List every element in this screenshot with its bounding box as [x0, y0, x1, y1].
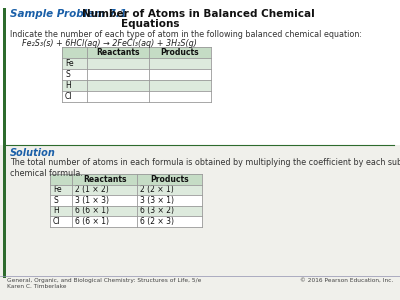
- Text: S: S: [65, 70, 70, 79]
- Text: 2 (2 × 1): 2 (2 × 1): [140, 185, 174, 194]
- Text: Solution: Solution: [10, 148, 56, 158]
- Text: Indicate the number of each type of atom in the following balanced chemical equa: Indicate the number of each type of atom…: [10, 30, 362, 39]
- Bar: [50, 216, 202, 226]
- Text: Fe: Fe: [65, 59, 74, 68]
- Text: H: H: [65, 81, 71, 90]
- Text: Number of Atoms in Balanced Chemical: Number of Atoms in Balanced Chemical: [82, 9, 315, 19]
- Text: 2 (1 × 2): 2 (1 × 2): [75, 185, 109, 194]
- Text: Cl: Cl: [65, 92, 72, 101]
- Bar: [0, 145, 400, 278]
- Text: Fe₂S₃(s) + 6HCl(aq) → 2FeCl₃(aq) + 3H₂S(g): Fe₂S₃(s) + 6HCl(aq) → 2FeCl₃(aq) + 3H₂S(…: [22, 39, 197, 48]
- Bar: [62, 58, 211, 69]
- Text: General, Organic, and Biological Chemistry: Structures of Life, 5/e
Karen C. Tim: General, Organic, and Biological Chemist…: [7, 278, 201, 289]
- Text: 3 (3 × 1): 3 (3 × 1): [140, 196, 174, 205]
- Text: Equations: Equations: [121, 19, 179, 29]
- Text: S: S: [53, 196, 58, 205]
- Text: 6 (6 × 1): 6 (6 × 1): [75, 206, 109, 215]
- Bar: [50, 184, 202, 195]
- Text: H: H: [53, 206, 59, 215]
- Text: Cl: Cl: [53, 217, 60, 226]
- Text: Reactants: Reactants: [96, 48, 140, 57]
- Text: © 2016 Pearson Education, Inc.: © 2016 Pearson Education, Inc.: [300, 278, 393, 283]
- Text: Products: Products: [161, 48, 199, 57]
- Bar: [62, 47, 211, 58]
- Bar: [3, 8, 6, 278]
- Text: Fe: Fe: [53, 185, 62, 194]
- Bar: [62, 80, 211, 91]
- Text: Products: Products: [150, 175, 189, 184]
- Text: The total number of atoms in each formula is obtained by multiplying the coeffic: The total number of atoms in each formul…: [10, 158, 400, 178]
- Text: Sample Problem 7.1: Sample Problem 7.1: [10, 9, 127, 19]
- Text: Reactants: Reactants: [83, 175, 126, 184]
- Text: 6 (3 × 2): 6 (3 × 2): [140, 206, 174, 215]
- Bar: [50, 206, 202, 216]
- Text: 6 (2 × 3): 6 (2 × 3): [140, 217, 174, 226]
- Bar: [62, 91, 211, 102]
- Bar: [50, 174, 202, 184]
- Bar: [0, 0, 400, 145]
- Text: 3 (1 × 3): 3 (1 × 3): [75, 196, 109, 205]
- Bar: [62, 69, 211, 80]
- Text: 6 (6 × 1): 6 (6 × 1): [75, 217, 109, 226]
- Bar: [50, 195, 202, 206]
